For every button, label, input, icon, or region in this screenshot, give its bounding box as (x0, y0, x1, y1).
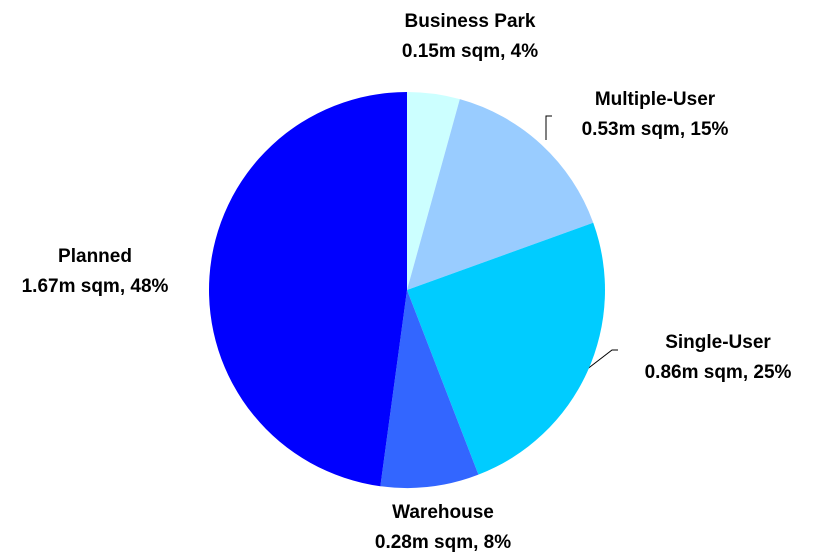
slice-label: Multiple-User (595, 89, 716, 110)
pie-slice (407, 99, 594, 290)
slice-label: Planned (58, 246, 132, 267)
pie-slice (380, 290, 479, 489)
pie-slice (208, 92, 407, 487)
pie-slice (407, 222, 606, 475)
pie-slice (407, 92, 460, 290)
value-label: 0.28m sqm, 8% (375, 532, 511, 553)
slice-label: Warehouse (392, 502, 494, 523)
value-label: 1.67m sqm, 48% (22, 276, 169, 297)
leader-line (545, 115, 552, 140)
slice-label: Single-User (665, 332, 771, 353)
value-label: 0.53m sqm, 15% (582, 119, 729, 140)
value-label: 0.86m sqm, 25% (645, 362, 792, 383)
value-label: 0.15m sqm, 4% (402, 41, 538, 62)
leader-line (585, 349, 618, 371)
slice-label: Business Park (405, 11, 536, 32)
